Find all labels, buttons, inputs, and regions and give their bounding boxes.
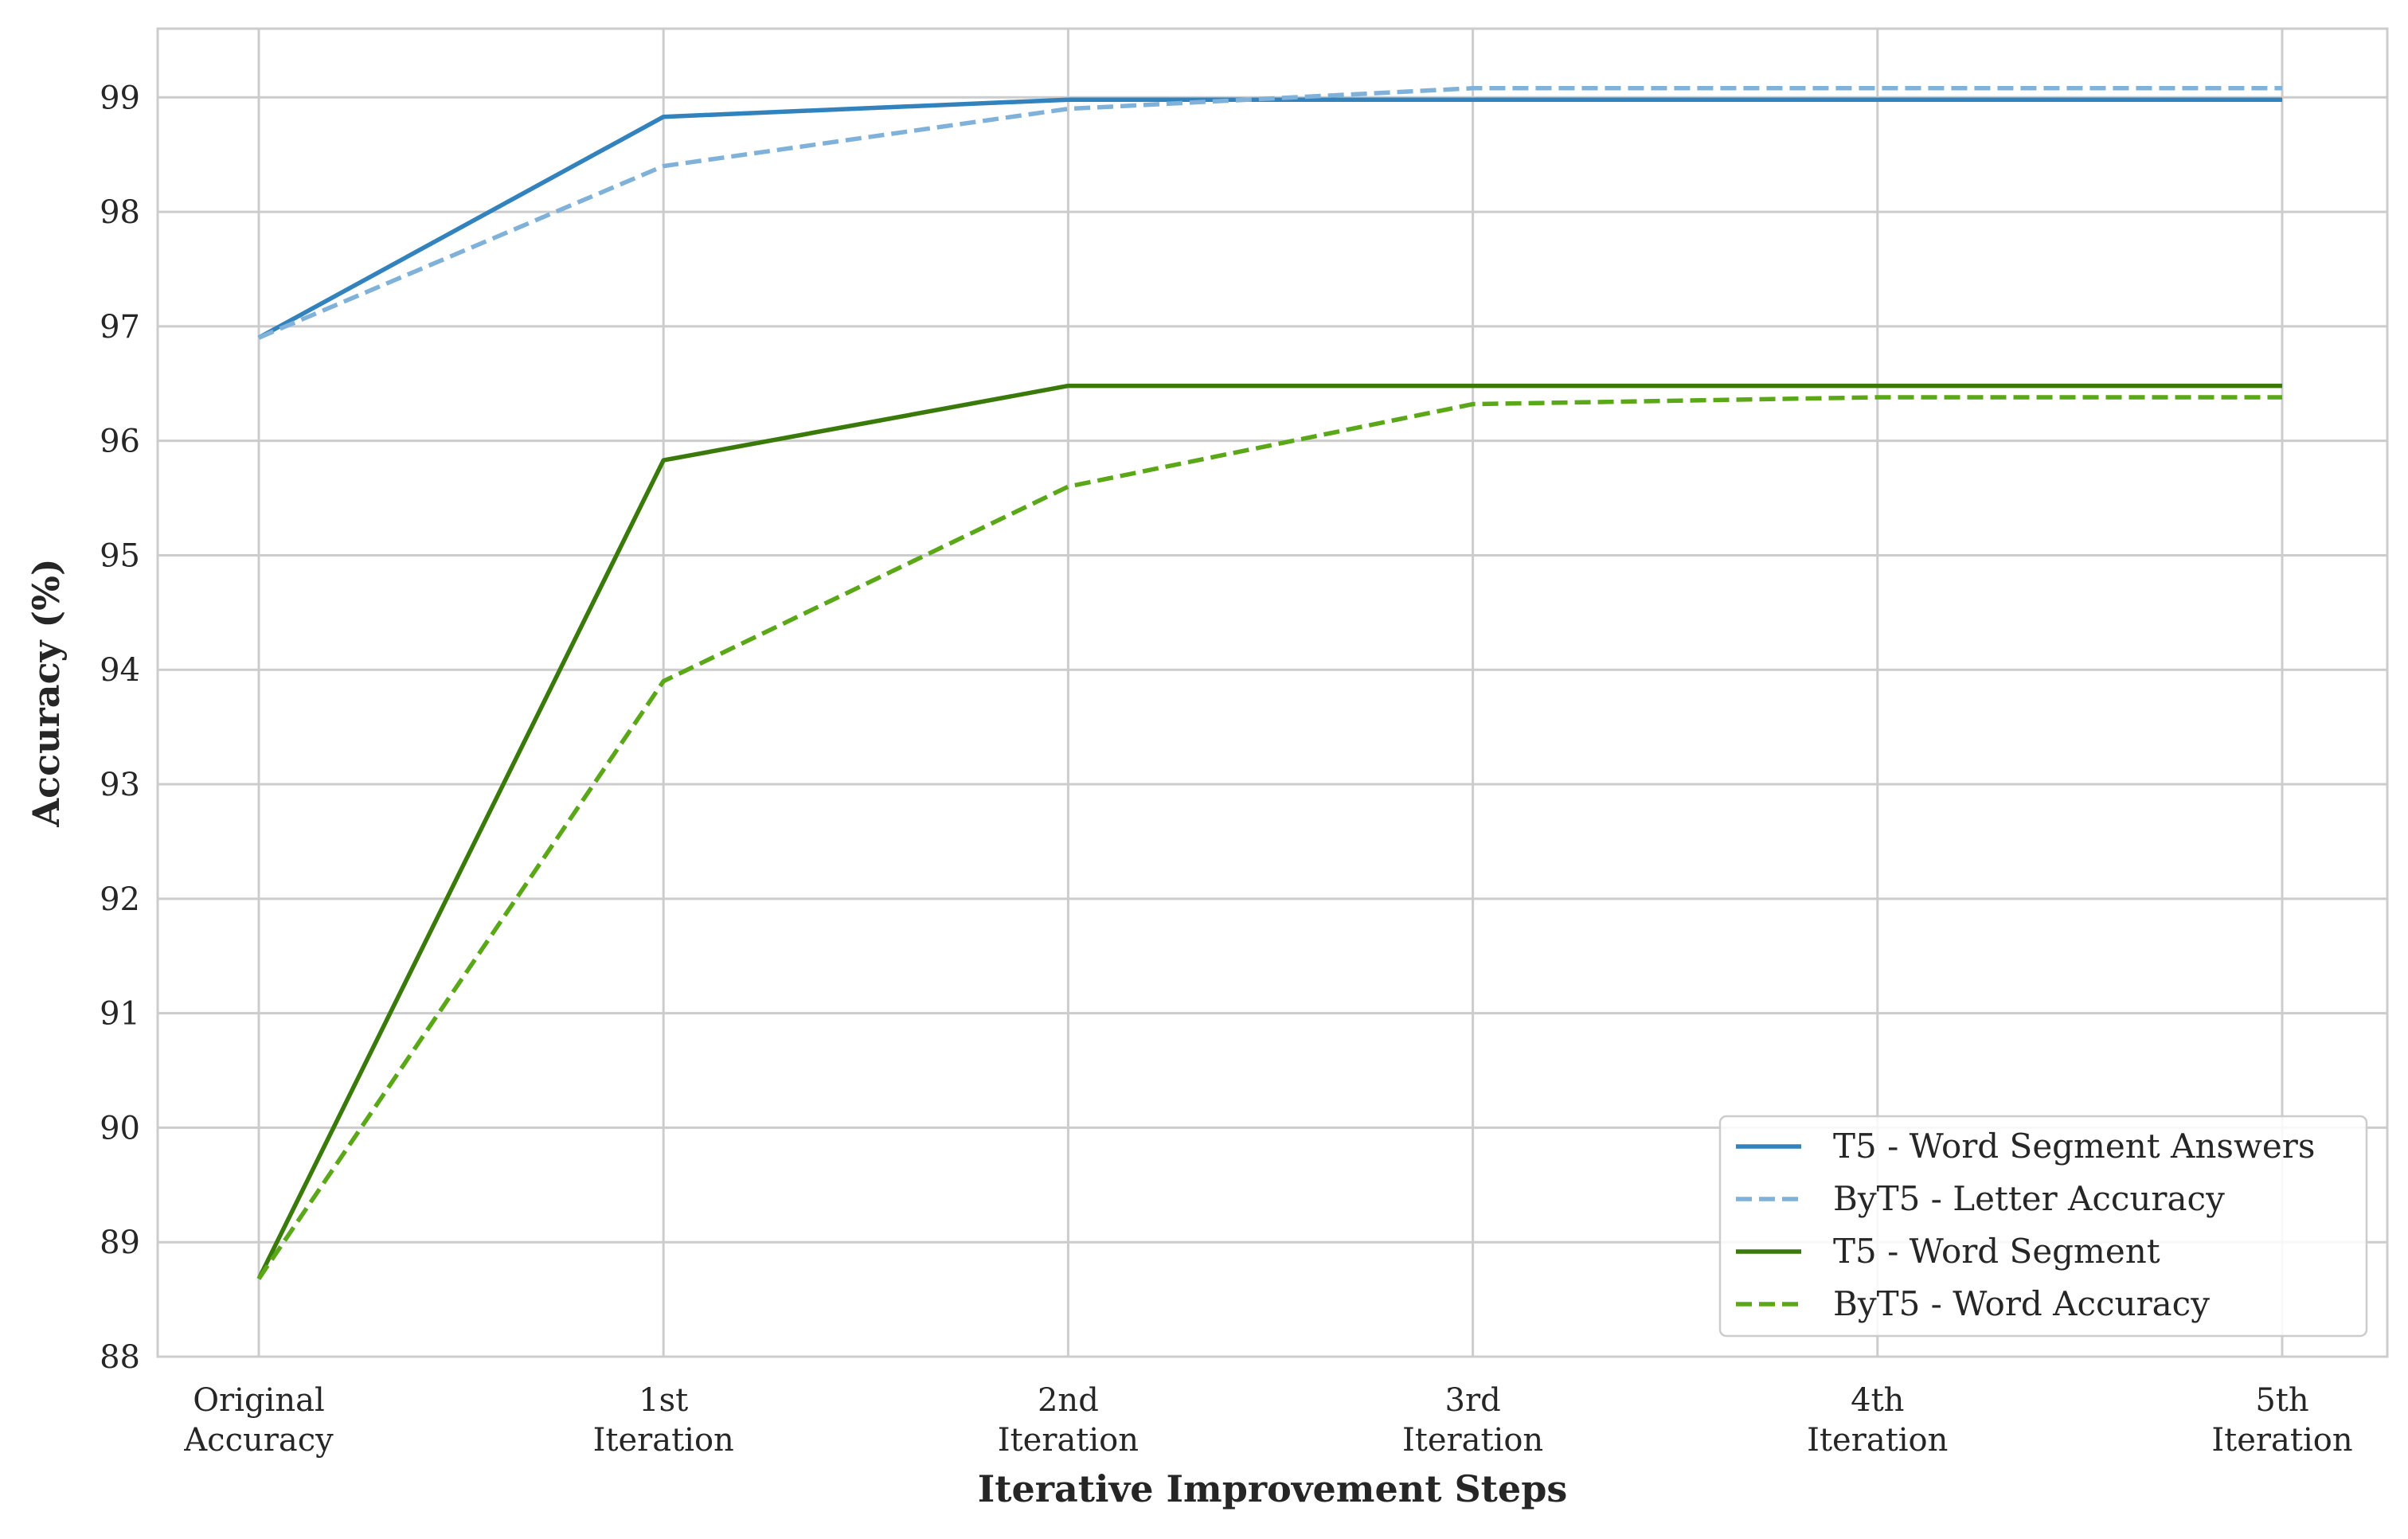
x-tick-label: 5th (2255, 1382, 2308, 1419)
gridlines (158, 29, 2387, 1358)
x-tick-labels: OriginalAccuracy1stIteration2ndIteration… (183, 1382, 2352, 1459)
series-lines (256, 86, 2282, 1280)
y-tick-label: 91 (100, 996, 140, 1033)
x-tick-label: 2nd (1038, 1382, 1099, 1419)
y-tick-label: 99 (100, 80, 140, 116)
x-tick-label: 4th (1851, 1382, 1904, 1419)
y-tick-label: 95 (100, 537, 140, 574)
x-tick-label: Original (193, 1382, 325, 1419)
x-axis-label: Iterative Improvement Steps (978, 1467, 1568, 1510)
y-tick-label: 97 (100, 309, 140, 346)
legend-label: T5 - Word Segment Answers (1833, 1127, 2315, 1166)
x-tick-label: Iteration (1402, 1422, 1543, 1459)
y-tick-label: 98 (100, 194, 140, 231)
x-tick-label: Iteration (593, 1422, 734, 1459)
x-tick-label: Iteration (1807, 1422, 1948, 1459)
legend: T5 - Word Segment Answers ByT5 - Letter A… (1718, 1115, 2368, 1338)
y-tick-label: 92 (100, 881, 140, 918)
y-tick-label: 90 (100, 1110, 140, 1146)
series-line-4 (256, 395, 2282, 1280)
legend-label: T5 - Word Segment (1833, 1232, 2160, 1271)
y-tick-label: 94 (100, 652, 140, 689)
y-tick-label: 89 (100, 1225, 140, 1261)
y-tick-labels: 88 89 90 91 92 93 94 95 96 97 98 99 (100, 80, 140, 1376)
x-tick-label: Iteration (2211, 1422, 2352, 1459)
x-tick-label: 3rd (1445, 1382, 1501, 1419)
series-line-2 (257, 86, 2282, 340)
x-tick-label: Accuracy (183, 1422, 334, 1459)
legend-label: ByT5 - Word Accuracy (1833, 1284, 2210, 1323)
y-tick-label: 96 (100, 424, 140, 460)
series-line-3 (256, 383, 2282, 1280)
legend-box (1718, 1115, 2368, 1338)
y-tick-label: 93 (100, 767, 140, 803)
x-tick-label: Iteration (998, 1422, 1139, 1459)
x-tick-label: 1st (639, 1382, 688, 1419)
y-axis-label: Accuracy (%) (25, 558, 68, 827)
legend-label: ByT5 - Letter Accuracy (1833, 1179, 2225, 1218)
y-tick-label: 88 (100, 1339, 140, 1376)
